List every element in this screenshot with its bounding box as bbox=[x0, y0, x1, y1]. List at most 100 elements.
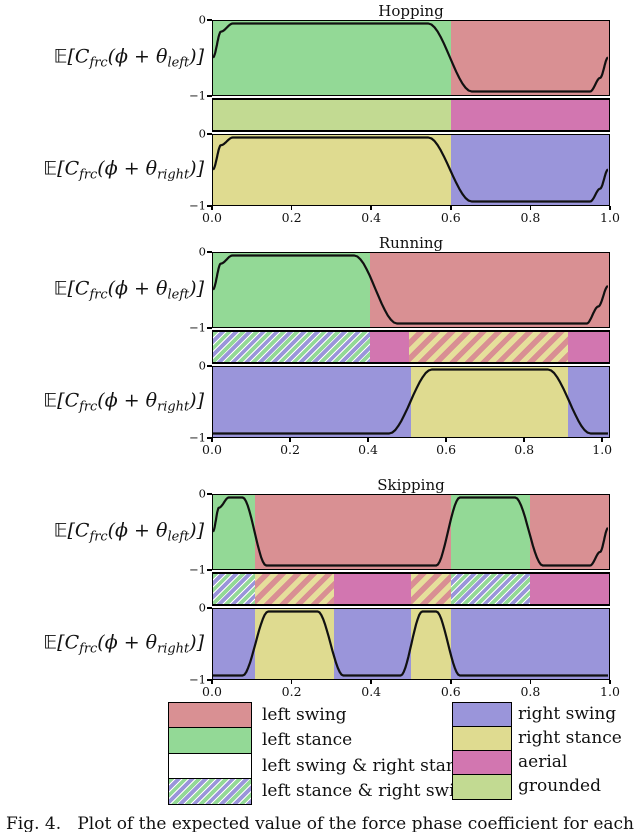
legend-item-label: aerial bbox=[518, 752, 568, 772]
legend-swatch-right-stance bbox=[452, 726, 512, 752]
legend-item: aerial bbox=[452, 750, 638, 776]
subscript: right bbox=[157, 399, 190, 415]
region-left-swing-right-stance bbox=[409, 332, 569, 362]
right-foot-axis-label: 𝔼[Cfrc(ϕ + θright)] bbox=[0, 631, 204, 656]
region-right-swing bbox=[450, 609, 609, 679]
legend-item: left swing & right stance bbox=[168, 752, 476, 780]
region-left-swing bbox=[254, 495, 451, 569]
figure-caption: Fig. 4. Plot of the expected value of th… bbox=[6, 814, 640, 832]
y-tick-label: −1 bbox=[189, 562, 206, 577]
left-foot-subplot bbox=[212, 252, 610, 328]
x-tick-label: 0.8 bbox=[520, 684, 541, 699]
x-tick-label: 0.6 bbox=[440, 684, 461, 699]
left-foot-axis-label: 𝔼[Cfrc(ϕ + θleft)] bbox=[0, 519, 204, 544]
y-tick-mark bbox=[207, 95, 212, 97]
x-tick-mark bbox=[609, 206, 611, 210]
region-grounded bbox=[213, 100, 451, 130]
legend-item-label: left stance bbox=[262, 730, 353, 751]
force-curve bbox=[213, 136, 608, 203]
label-text: 𝔼[C bbox=[43, 631, 80, 654]
x-tick-label: 0.4 bbox=[361, 684, 382, 699]
x-tick-mark bbox=[211, 680, 213, 684]
legend-item: left stance bbox=[168, 727, 354, 755]
legend-item: right stance bbox=[452, 726, 638, 752]
subscript: frc bbox=[89, 55, 108, 71]
contact-state-strip bbox=[212, 572, 610, 606]
x-tick-mark bbox=[290, 680, 293, 684]
x-tick-mark bbox=[450, 680, 452, 684]
region-aerial bbox=[568, 332, 609, 362]
legend-item: left swing bbox=[168, 702, 354, 729]
left-foot-subplot bbox=[212, 20, 610, 96]
region-left-stance bbox=[213, 253, 371, 327]
left-foot-axis-label: 𝔼[Cfrc(ϕ + θleft)] bbox=[0, 277, 204, 302]
panel-title: Hopping bbox=[378, 2, 444, 20]
y-tick-label: 0 bbox=[198, 600, 206, 615]
y-tick-mark bbox=[207, 205, 212, 207]
force-curve bbox=[213, 610, 608, 677]
region-left-stance-right-swing bbox=[213, 574, 255, 604]
x-tick-label: 1.0 bbox=[592, 442, 613, 457]
subscript: frc bbox=[79, 399, 98, 415]
label-text: 𝔼[C bbox=[53, 519, 90, 542]
region-right-swing bbox=[450, 135, 609, 205]
x-tick-mark bbox=[211, 438, 213, 442]
x-tick-label: 0.2 bbox=[281, 684, 302, 699]
right-foot-subplot bbox=[212, 608, 610, 680]
y-tick-mark bbox=[207, 251, 212, 253]
legend-swatch-left-stance-right-swing bbox=[168, 778, 252, 806]
legend-swatch-left-swing bbox=[168, 702, 252, 729]
gait-panel-running: Running 0 −1 𝔼[Cfrc(ϕ + θleft)] 0 −1 𝔼[Cfrc(ϕ … bbox=[0, 234, 640, 458]
x-tick-label: 0.4 bbox=[361, 210, 382, 225]
region-left-stance-right-swing bbox=[450, 574, 530, 604]
y-tick-label: 0 bbox=[198, 486, 206, 501]
x-tick-mark bbox=[370, 680, 372, 684]
label-text: )] bbox=[189, 157, 204, 180]
y-tick-mark bbox=[207, 607, 212, 609]
label-text: )] bbox=[189, 631, 204, 654]
label-text: (ϕ + θ bbox=[107, 277, 168, 300]
x-tick-label: 0.6 bbox=[440, 210, 461, 225]
x-tick-mark bbox=[523, 438, 525, 442]
legend-right: right swing right stance aerial grounded bbox=[452, 702, 638, 802]
label-text: 𝔼[C bbox=[53, 45, 90, 68]
left-foot-subplot bbox=[212, 494, 610, 570]
right-foot-axis-label: 𝔼[Cfrc(ϕ + θright)] bbox=[0, 157, 204, 182]
label-text: (ϕ + θ bbox=[107, 519, 168, 542]
y-tick-label: 0 bbox=[198, 244, 206, 259]
legend-swatch-white bbox=[168, 752, 252, 780]
x-tick-mark bbox=[601, 438, 603, 442]
y-tick-mark bbox=[207, 133, 212, 135]
label-text: (ϕ + θ bbox=[97, 389, 158, 412]
region-left-swing bbox=[370, 253, 609, 327]
y-tick-mark bbox=[207, 493, 212, 495]
y-tick-label: −1 bbox=[189, 430, 206, 445]
force-curve bbox=[213, 368, 608, 435]
y-tick-mark bbox=[207, 327, 212, 329]
contact-state-strip bbox=[212, 330, 610, 364]
region-aerial bbox=[333, 574, 411, 604]
legend-item: right swing bbox=[452, 702, 638, 728]
legend-item-label: left stance & right swing bbox=[262, 781, 477, 802]
contact-state-strip bbox=[212, 98, 610, 132]
y-tick-mark bbox=[207, 679, 212, 681]
label-text: (ϕ + θ bbox=[107, 45, 168, 68]
subscript: frc bbox=[79, 641, 98, 657]
x-tick-mark bbox=[450, 206, 452, 210]
y-tick-label: 0 bbox=[198, 358, 206, 373]
y-tick-label: 0 bbox=[198, 126, 206, 141]
legend-item-label: left swing & right stance bbox=[262, 755, 477, 776]
legend-item-label: grounded bbox=[518, 776, 601, 796]
legend-item-label: right swing bbox=[518, 704, 617, 724]
label-text: (ϕ + θ bbox=[97, 631, 158, 654]
subscript: frc bbox=[89, 529, 108, 545]
x-tick-mark bbox=[211, 206, 213, 210]
region-left-swing bbox=[450, 21, 609, 95]
legend-item: left stance & right swing bbox=[168, 778, 476, 806]
region-left-stance bbox=[450, 495, 530, 569]
label-text: )] bbox=[189, 277, 204, 300]
region-left-swing-right-stance bbox=[411, 574, 451, 604]
x-tick-mark bbox=[609, 680, 611, 684]
force-curve bbox=[213, 254, 608, 325]
